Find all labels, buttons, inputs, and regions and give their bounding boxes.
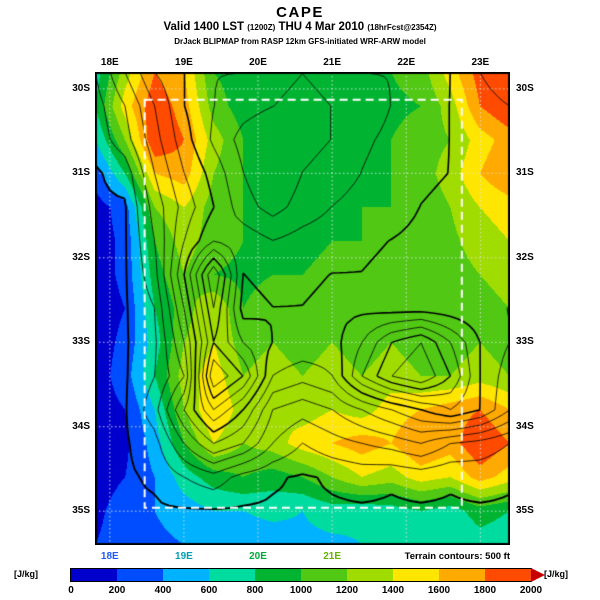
colorbar-tick-label: 2000: [519, 585, 543, 596]
bottom-lon-label: 20E: [249, 551, 267, 562]
chart-title: CAPE: [276, 4, 324, 21]
forecast-note: (18hrFcst@2354Z): [367, 23, 437, 32]
top-lon-label: 20E: [249, 57, 267, 68]
left-lat-label: 33S: [72, 336, 90, 348]
top-lon-label: 23E: [471, 57, 490, 68]
map-canvas: [95, 72, 510, 545]
colorbar-segment: [255, 569, 301, 581]
terrain-contour-note: Terrain contours: 500 ft: [404, 551, 510, 562]
bottom-lon-label: 18E: [100, 551, 119, 562]
colorbar-tick-label: 1400: [381, 585, 405, 596]
right-lat-label: 32S: [516, 251, 534, 263]
right-lat-label: 33S: [516, 336, 534, 348]
colorbar-segment: [71, 569, 117, 581]
colorbar-tick-label: 1800: [473, 585, 497, 596]
colorbar-tick-label: 1600: [427, 585, 451, 596]
colorbar-tick-label: 0: [68, 585, 74, 596]
colorbar-units-right: [J/kg]: [544, 569, 569, 579]
colorbar-segment: [347, 569, 393, 581]
colorbar-segment: [393, 569, 439, 581]
top-lon-label: 18E: [100, 57, 119, 68]
colorbar-tick-label: 600: [200, 585, 218, 596]
right-lat-label: 31S: [516, 167, 534, 179]
valid-date: THU 4 Mar 2010: [278, 21, 365, 33]
colorbar-segment: [439, 569, 485, 581]
colorbar-tick-label: 200: [108, 585, 126, 596]
colorbar-arrow: [531, 568, 545, 582]
left-lat-label: 31S: [72, 167, 90, 179]
init-time: (1200Z): [247, 23, 276, 32]
left-lat-label: 34S: [72, 420, 90, 432]
model-credit-line: DrJack BLIPMAP from RASP 12km GFS-initia…: [174, 37, 426, 46]
colorbar-units-left: [J/kg]: [14, 569, 39, 579]
top-lon-label: 19E: [175, 57, 193, 68]
valid-prefix: Valid 1400 LST: [163, 21, 245, 33]
left-lat-label: 30S: [72, 82, 90, 94]
colorbar-segment: [163, 569, 209, 581]
colorbar-tick-label: 800: [246, 585, 264, 596]
right-lat-label: 35S: [516, 505, 534, 517]
left-lat-label: 35S: [72, 505, 90, 517]
colorbar-tick-label: 400: [154, 585, 172, 596]
colorbar-segment: [117, 569, 163, 581]
colorbar-tick-label: 1000: [289, 585, 313, 596]
right-lat-label: 30S: [516, 82, 534, 94]
colorbar: [70, 568, 545, 582]
right-lat-label: 34S: [516, 420, 534, 432]
colorbar-tick-label: 1200: [335, 585, 359, 596]
top-lon-label: 22E: [397, 57, 416, 68]
colorbar-segment: [209, 569, 255, 581]
top-lon-label: 21E: [323, 57, 342, 68]
colorbar-segment: [485, 569, 531, 581]
bottom-lon-label: 19E: [175, 551, 193, 562]
valid-time-line: Valid 1400 LST (1200Z) THU 4 Mar 2010 (1…: [0, 21, 600, 33]
colorbar-segment: [301, 569, 347, 581]
left-lat-label: 32S: [72, 251, 90, 263]
